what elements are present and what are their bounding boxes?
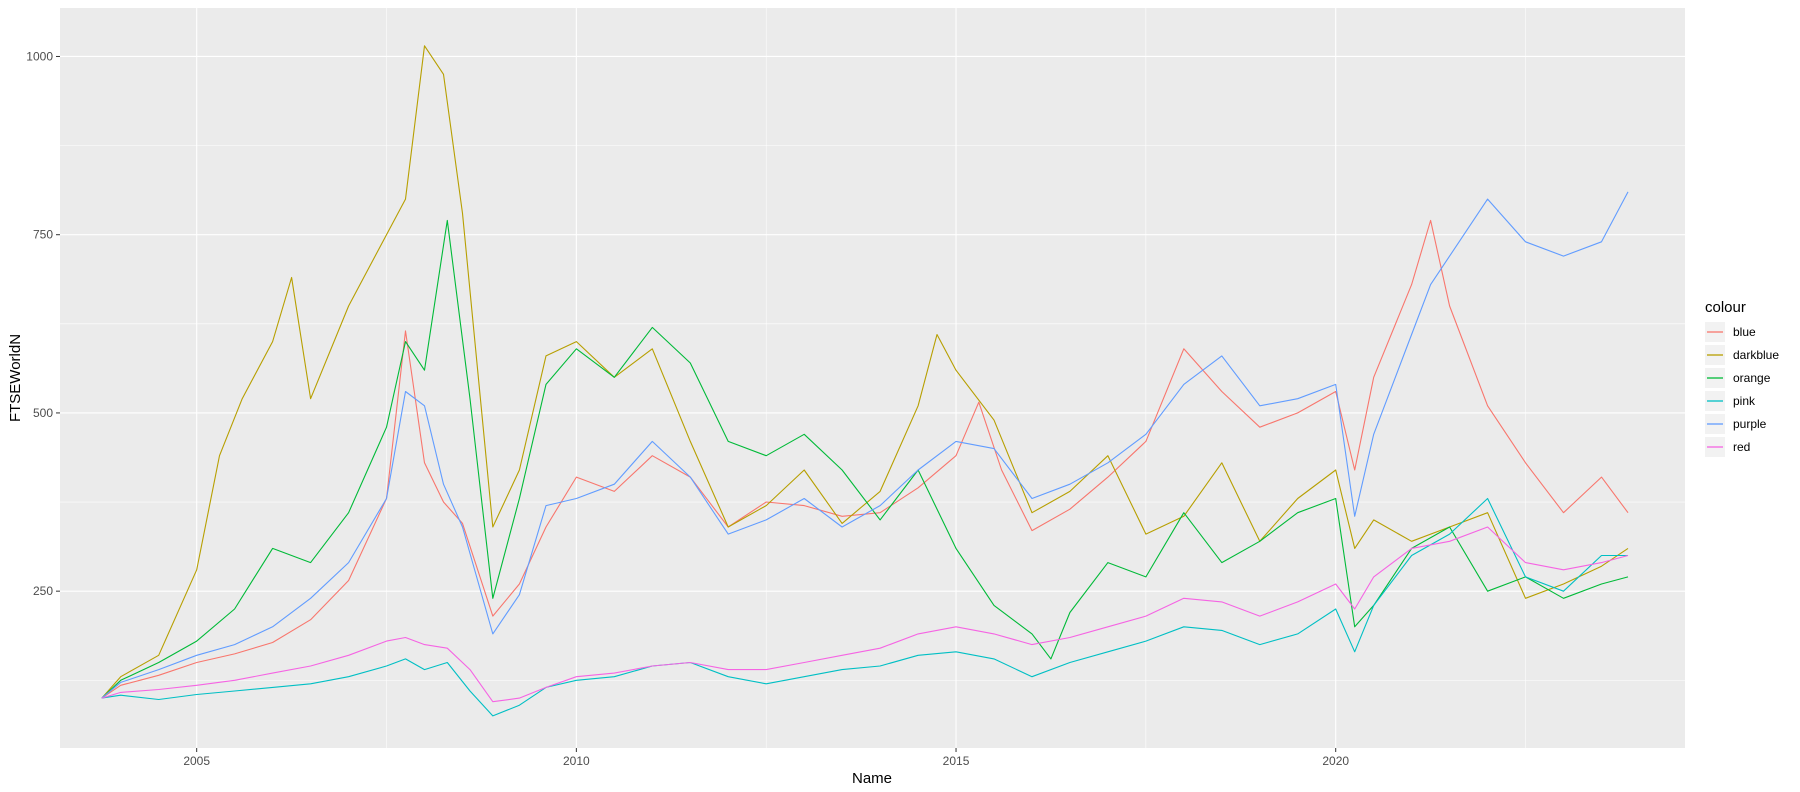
- legend-title: colour: [1705, 299, 1746, 316]
- series-lines: [101, 45, 1629, 717]
- legend-label-purple: purple: [1733, 417, 1767, 431]
- legend-label-red: red: [1733, 440, 1750, 454]
- series-line-red: [101, 526, 1629, 703]
- y-tick-label: 750: [33, 228, 53, 242]
- y-tick-label: 250: [33, 584, 53, 598]
- legend-label-orange: orange: [1733, 371, 1771, 385]
- legend-label-darkblue: darkblue: [1733, 348, 1779, 362]
- legend-label-pink: pink: [1733, 394, 1756, 408]
- legend-items: blue darkblue orange pink purple red: [1705, 322, 1779, 457]
- series-line-pink: [101, 497, 1628, 717]
- plot-panel: [60, 8, 1685, 748]
- legend-label-blue: blue: [1733, 325, 1756, 339]
- series-line-darkblue: [101, 45, 1629, 699]
- x-tick-label: 2010: [563, 754, 590, 768]
- x-tick-label: 2015: [943, 754, 970, 768]
- legend: colour blue darkblue orange pink purple red: [1700, 290, 1795, 470]
- series-line-blue: [101, 219, 1629, 699]
- x-axis-title: Name: [852, 770, 892, 787]
- y-axis-title: FTSEWorldN: [7, 334, 24, 422]
- series-line-orange: [101, 219, 1629, 699]
- y-axis: 250 500 750 1000: [26, 49, 60, 598]
- series-line-purple: [101, 191, 1629, 699]
- x-tick-label: 2005: [183, 754, 210, 768]
- major-gridlines: [60, 8, 1685, 748]
- x-axis: 2005 2010 2015 2020: [183, 748, 1349, 768]
- x-tick-label: 2020: [1322, 754, 1349, 768]
- y-tick-label: 1000: [26, 49, 53, 63]
- y-tick-label: 500: [33, 406, 53, 420]
